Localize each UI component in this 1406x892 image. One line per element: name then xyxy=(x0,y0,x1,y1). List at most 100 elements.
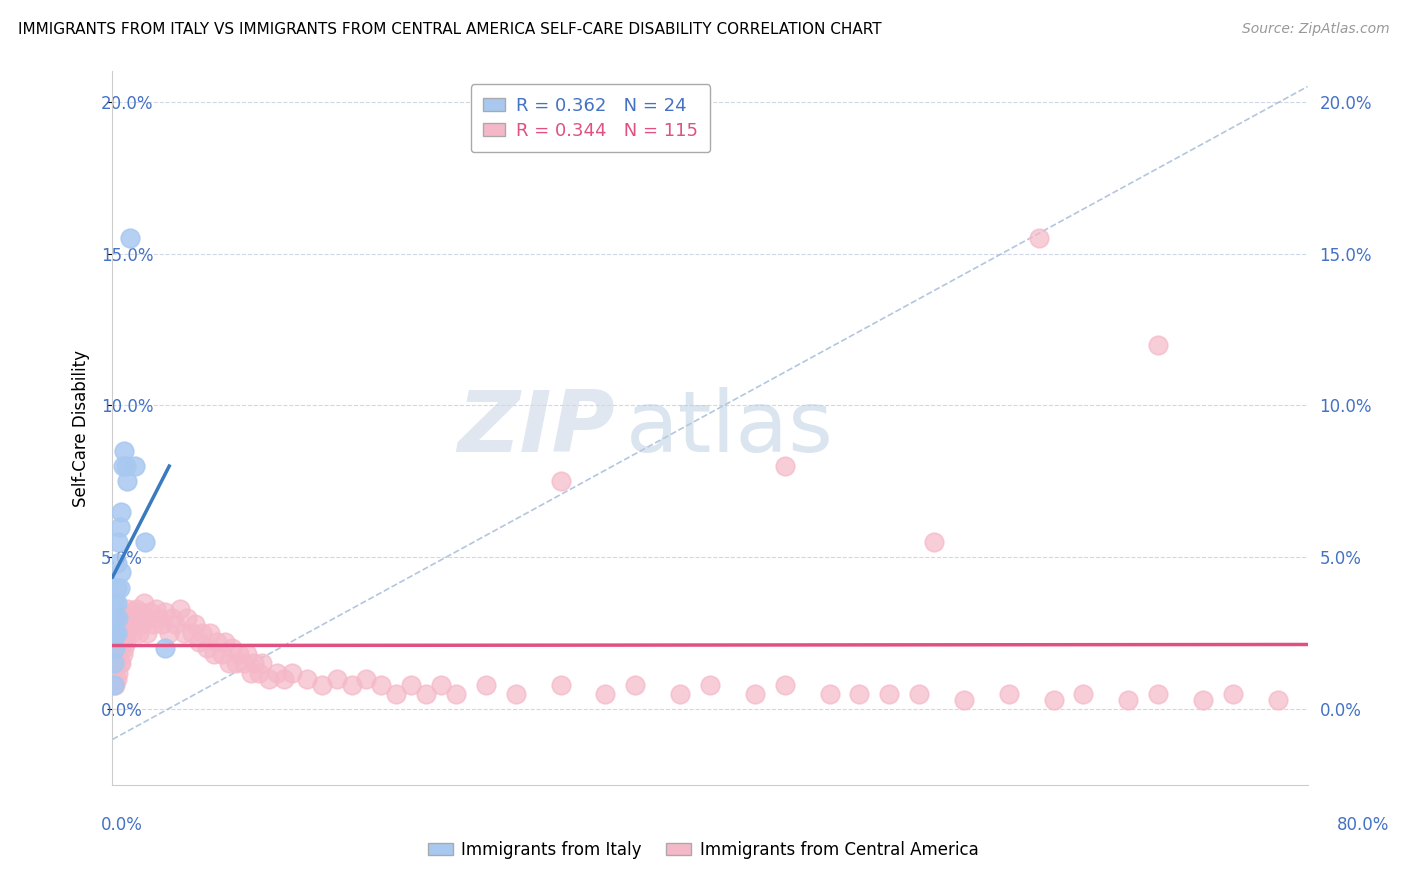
Point xyxy=(848,687,870,701)
Point xyxy=(125,602,148,616)
Point xyxy=(117,626,139,640)
Point xyxy=(165,617,187,632)
Point xyxy=(120,231,142,245)
Point xyxy=(444,687,467,701)
Point xyxy=(115,459,138,474)
Point xyxy=(266,665,288,680)
Point xyxy=(340,678,363,692)
Point xyxy=(1147,687,1170,701)
Point xyxy=(104,678,127,692)
Text: ZIP: ZIP xyxy=(457,386,614,470)
Point xyxy=(1192,693,1215,707)
Point xyxy=(110,566,132,580)
Point xyxy=(105,626,128,640)
Point xyxy=(1147,337,1170,351)
Point xyxy=(150,617,173,632)
Point xyxy=(1118,693,1140,707)
Point xyxy=(135,626,157,640)
Point xyxy=(157,626,180,640)
Point xyxy=(111,648,134,662)
Point xyxy=(162,611,183,625)
Point xyxy=(879,687,901,701)
Point xyxy=(908,687,931,701)
Point xyxy=(107,665,129,680)
Point xyxy=(922,535,945,549)
Point xyxy=(107,626,129,640)
Point xyxy=(295,672,318,686)
Point xyxy=(773,459,796,474)
Point xyxy=(624,678,647,692)
Point xyxy=(139,605,162,619)
Point xyxy=(103,672,125,686)
Point xyxy=(225,657,247,671)
Point xyxy=(104,611,127,625)
Point xyxy=(699,678,721,692)
Point xyxy=(110,611,132,625)
Point xyxy=(120,611,142,625)
Point xyxy=(385,687,408,701)
Point xyxy=(124,459,146,474)
Point xyxy=(415,687,437,701)
Point xyxy=(430,678,453,692)
Legend: R = 0.362   N = 24, R = 0.344   N = 115: R = 0.362 N = 24, R = 0.344 N = 115 xyxy=(471,84,710,153)
Point xyxy=(105,596,128,610)
Point xyxy=(188,635,211,649)
Legend: Immigrants from Italy, Immigrants from Central America: Immigrants from Italy, Immigrants from C… xyxy=(420,835,986,866)
Point xyxy=(105,657,128,671)
Point xyxy=(115,635,138,649)
Point xyxy=(114,641,135,656)
Text: 0.0%: 0.0% xyxy=(101,816,143,834)
Point xyxy=(153,641,176,656)
Point xyxy=(104,626,127,640)
Point xyxy=(356,672,378,686)
Point xyxy=(145,602,167,616)
Point xyxy=(121,626,143,640)
Point xyxy=(129,605,152,619)
Point xyxy=(103,641,125,656)
Point xyxy=(104,641,127,656)
Point xyxy=(107,648,129,662)
Point xyxy=(250,657,273,671)
Point xyxy=(114,617,135,632)
Point xyxy=(243,657,266,671)
Point xyxy=(1028,231,1050,245)
Point xyxy=(1073,687,1095,701)
Point xyxy=(595,687,617,701)
Point xyxy=(108,581,131,595)
Point xyxy=(169,602,191,616)
Point xyxy=(104,657,127,671)
Point xyxy=(401,678,423,692)
Point xyxy=(114,444,135,458)
Point xyxy=(228,648,250,662)
Point xyxy=(132,596,155,610)
Point xyxy=(111,459,134,474)
Point xyxy=(105,556,128,570)
Point xyxy=(110,505,132,519)
Point xyxy=(818,687,841,701)
Point xyxy=(105,626,128,640)
Point xyxy=(122,605,145,619)
Point xyxy=(127,611,149,625)
Point xyxy=(259,672,281,686)
Point xyxy=(176,611,198,625)
Point xyxy=(191,626,214,640)
Point xyxy=(998,687,1021,701)
Point xyxy=(103,657,125,671)
Text: 80.0%: 80.0% xyxy=(1337,816,1389,834)
Point xyxy=(744,687,766,701)
Text: IMMIGRANTS FROM ITALY VS IMMIGRANTS FROM CENTRAL AMERICA SELF-CARE DISABILITY CO: IMMIGRANTS FROM ITALY VS IMMIGRANTS FROM… xyxy=(18,22,882,37)
Point xyxy=(104,596,127,610)
Point xyxy=(107,611,129,625)
Point xyxy=(311,678,333,692)
Point xyxy=(104,641,127,656)
Point xyxy=(1222,687,1244,701)
Point xyxy=(205,635,228,649)
Text: atlas: atlas xyxy=(627,386,834,470)
Point xyxy=(370,678,392,692)
Point xyxy=(118,617,141,632)
Point xyxy=(134,611,156,625)
Point xyxy=(221,641,243,656)
Point xyxy=(131,617,153,632)
Point xyxy=(773,678,796,692)
Point xyxy=(669,687,692,701)
